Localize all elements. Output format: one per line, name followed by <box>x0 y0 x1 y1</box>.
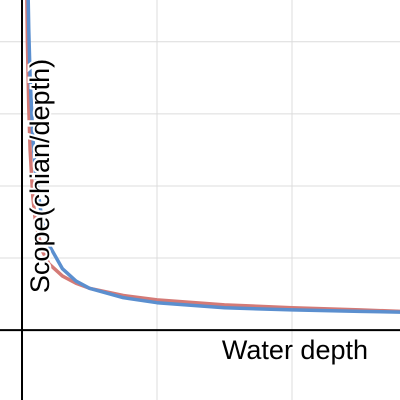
plot-area <box>25 0 400 314</box>
data-line <box>25 0 400 314</box>
y-axis-label: Scope(chian/depth) <box>25 59 55 293</box>
x-axis-label: Water depth <box>222 335 368 365</box>
data-line <box>26 0 400 314</box>
